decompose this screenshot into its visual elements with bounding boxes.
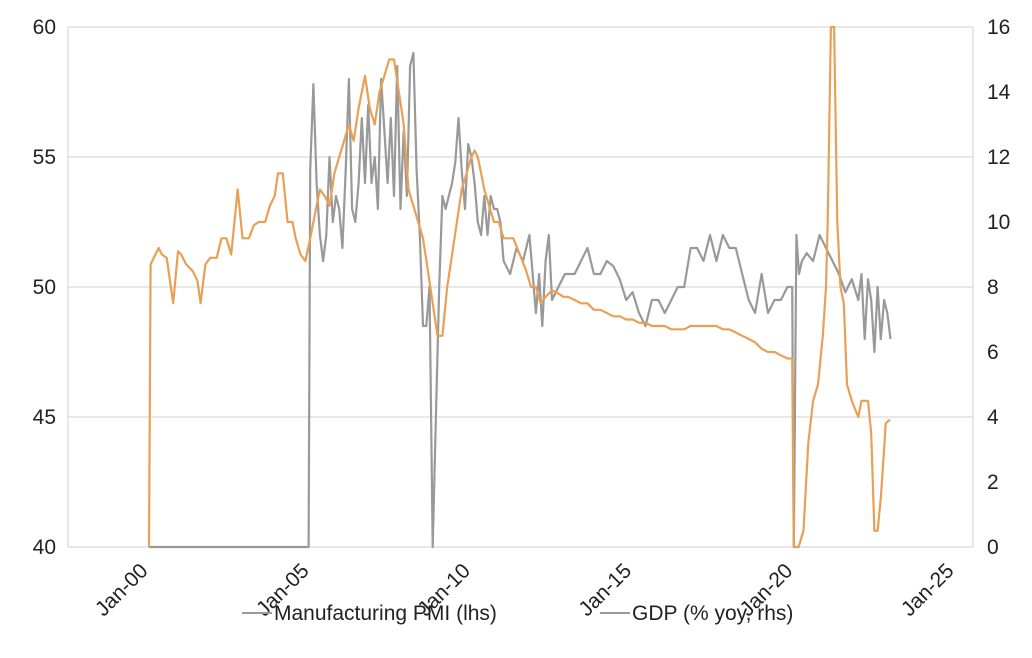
series-lines — [147, 25, 892, 549]
left-tick-label: 60 — [33, 16, 56, 39]
legend: Manufacturing PMI (lhs) GDP (% yoy, rhs) — [242, 602, 793, 625]
legend-label: Manufacturing PMI (lhs) — [274, 602, 497, 625]
x-tick-label: Jan-00 — [91, 559, 153, 621]
left-tick-label: 45 — [33, 406, 56, 429]
gridlines — [68, 26, 973, 548]
x-tick-label: Jan-25 — [897, 559, 959, 621]
right-tick-label: 8 — [987, 276, 999, 299]
series-line-manufacturing-pmi — [149, 51, 892, 549]
series-line-gdp-yoy — [147, 25, 891, 549]
right-tick-label: 0 — [987, 536, 999, 559]
right-tick-label: 6 — [987, 341, 999, 364]
right-tick-label: 16 — [987, 16, 1010, 39]
right-tick-label: 4 — [987, 406, 999, 429]
right-tick-label: 2 — [987, 471, 999, 494]
left-tick-label: 55 — [33, 146, 56, 169]
right-tick-label: 12 — [987, 146, 1010, 169]
left-tick-label: 40 — [33, 536, 56, 559]
legend-label: GDP (% yoy, rhs) — [632, 602, 793, 625]
left-tick-label: 50 — [33, 276, 56, 299]
axes — [67, 27, 974, 547]
right-tick-label: 10 — [987, 211, 1010, 234]
x-tick-label: Jan-15 — [574, 559, 636, 621]
right-tick-label: 14 — [987, 81, 1011, 104]
